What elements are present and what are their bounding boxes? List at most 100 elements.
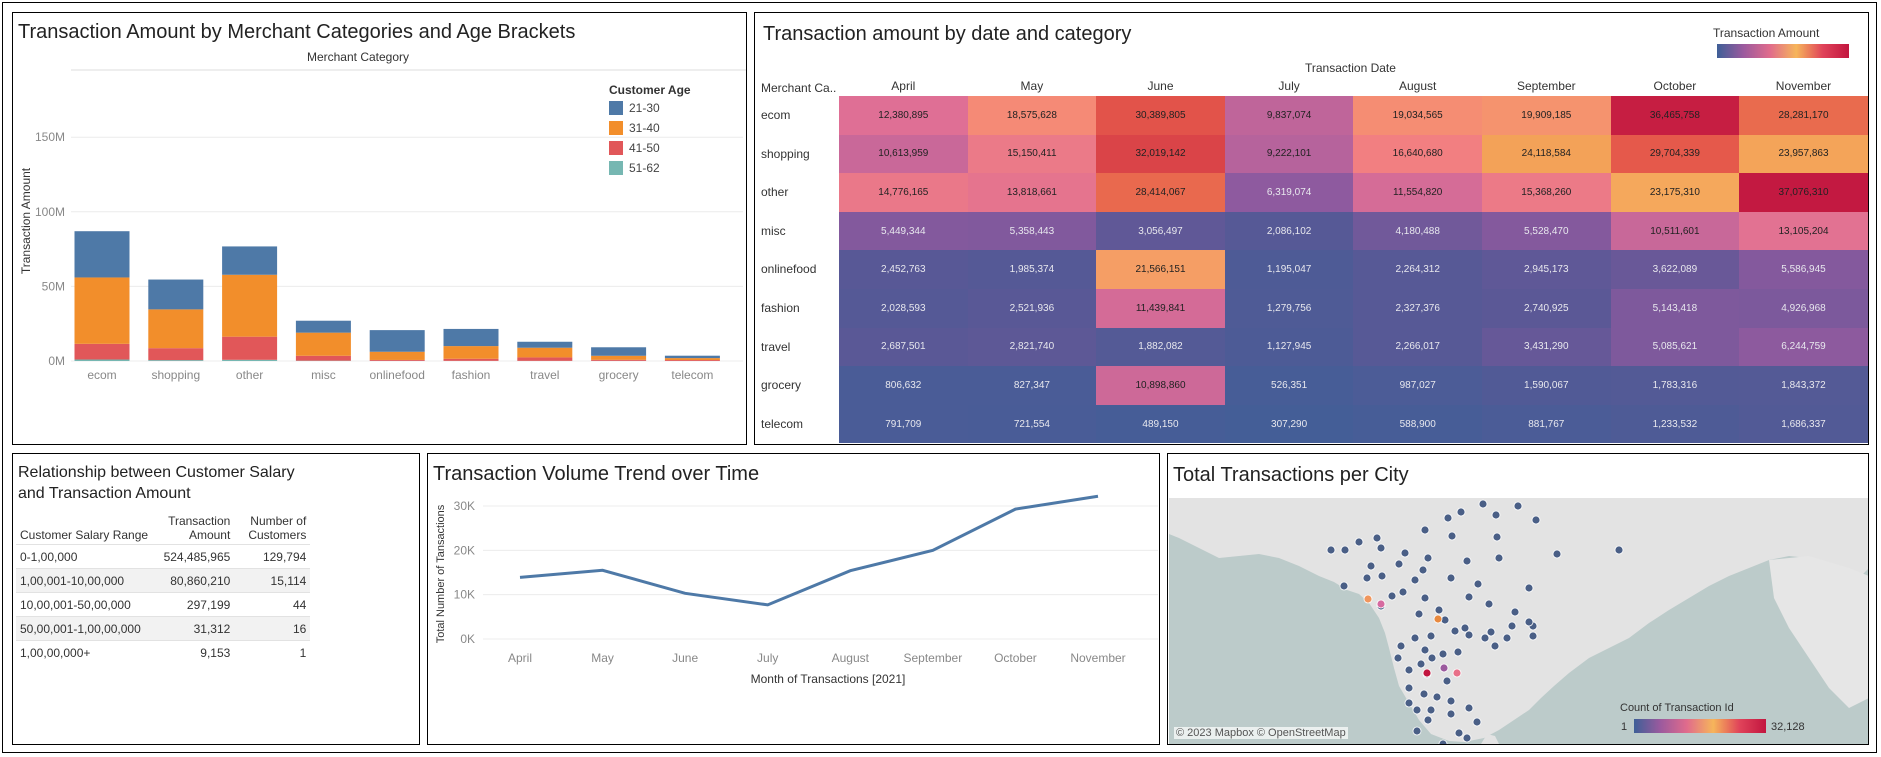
city-marker[interactable]	[1552, 549, 1562, 559]
city-marker[interactable]	[1377, 571, 1387, 581]
heatmap-cell[interactable]: 10,511,601	[1610, 211, 1740, 251]
heatmap-cell[interactable]: 1,783,316	[1610, 366, 1740, 405]
bar-segment-31-40[interactable]	[222, 274, 278, 337]
city-marker[interactable]	[1339, 581, 1349, 591]
city-marker-highlight[interactable]	[1439, 663, 1449, 673]
bar-segment-31-40[interactable]	[664, 358, 720, 361]
heatmap-cell[interactable]: 1,882,082	[1096, 327, 1225, 367]
city-marker[interactable]	[1480, 633, 1490, 643]
city-map[interactable]	[1169, 498, 1869, 744]
city-marker-highlight[interactable]	[1452, 668, 1462, 678]
city-marker-highlight[interactable]	[1422, 668, 1432, 678]
bar-segment-31-40[interactable]	[148, 309, 204, 349]
legend-item-21-30[interactable]: 21-30	[609, 101, 660, 115]
city-marker[interactable]	[1531, 515, 1541, 525]
city-marker[interactable]	[1423, 715, 1433, 725]
city-marker[interactable]	[1400, 548, 1410, 558]
heatmap-cell[interactable]: 1,985,374	[967, 250, 1097, 289]
heatmap-cell[interactable]: 881,767	[1482, 404, 1611, 444]
city-marker[interactable]	[1416, 659, 1426, 669]
table-row[interactable]: 1,00,00,000+ 9,153 1	[16, 640, 311, 664]
heatmap-cell[interactable]: 18,575,628	[967, 96, 1097, 135]
heatmap-cell[interactable]: 2,266,017	[1353, 327, 1482, 367]
heatmap-cell[interactable]: 5,358,443	[967, 211, 1097, 251]
line-point[interactable]	[847, 568, 853, 574]
bar-segment-31-40[interactable]	[591, 355, 647, 360]
city-marker[interactable]	[1376, 543, 1386, 553]
city-marker[interactable]	[1410, 633, 1420, 643]
legend-item-41-50[interactable]: 41-50	[609, 141, 660, 155]
city-marker[interactable]	[1443, 513, 1453, 523]
heatmap-cell[interactable]: 21,566,151	[1096, 250, 1225, 289]
bar-segment-21-30[interactable]	[222, 246, 278, 275]
city-marker-highlight[interactable]	[1376, 599, 1386, 609]
city-marker[interactable]	[1502, 633, 1512, 643]
heatmap-cell[interactable]: 5,449,344	[839, 211, 968, 251]
bar-segment-21-30[interactable]	[591, 347, 647, 356]
city-marker[interactable]	[1426, 705, 1436, 715]
table-row[interactable]: 0-1,00,000 524,485,965 129,794	[16, 544, 311, 569]
city-marker[interactable]	[1372, 533, 1382, 543]
heatmap-cell[interactable]: 5,143,418	[1610, 289, 1740, 328]
heatmap-cell[interactable]: 5,528,470	[1482, 211, 1611, 251]
bar-segment-21-30[interactable]	[295, 320, 351, 333]
city-marker[interactable]	[1446, 696, 1456, 706]
heatmap-cell[interactable]: 11,554,820	[1353, 173, 1482, 212]
heatmap-cell[interactable]: 28,281,170	[1739, 96, 1868, 135]
heatmap-cell[interactable]: 1,590,067	[1482, 366, 1611, 405]
city-marker[interactable]	[1427, 653, 1437, 663]
bar-segment-21-30[interactable]	[517, 341, 573, 348]
bar-segment-51-62[interactable]	[74, 359, 130, 361]
heatmap-cell[interactable]: 1,195,047	[1224, 250, 1354, 289]
city-marker[interactable]	[1420, 645, 1430, 655]
city-marker[interactable]	[1513, 501, 1523, 511]
city-marker[interactable]	[1456, 507, 1466, 517]
city-marker[interactable]	[1491, 510, 1501, 520]
heatmap-cell[interactable]: 3,431,290	[1482, 327, 1611, 367]
heatmap-cell[interactable]: 1,127,945	[1224, 327, 1354, 367]
city-marker[interactable]	[1438, 739, 1448, 744]
bar-segment-31-40[interactable]	[443, 346, 499, 359]
salary-table-panel[interactable]: Relationship between Customer Salary and…	[12, 453, 420, 745]
city-marker[interactable]	[1442, 676, 1452, 686]
line-chart-panel[interactable]: Transaction Volume Trend over Time 0K 10K…	[427, 453, 1160, 745]
line-chart[interactable]: 0K 10K 20K 30K Total Number of Tansactions Ap…	[428, 494, 1159, 744]
heatmap-cell[interactable]: 2,327,376	[1353, 289, 1482, 328]
city-marker[interactable]	[1490, 641, 1500, 651]
city-marker[interactable]	[1524, 583, 1534, 593]
heatmap-cell[interactable]: 1,279,756	[1224, 289, 1354, 328]
heatmap-cell[interactable]: 10,898,860	[1096, 366, 1225, 405]
city-marker[interactable]	[1396, 641, 1406, 651]
map-canvas[interactable]	[1169, 498, 1869, 744]
city-marker[interactable]	[1423, 553, 1433, 563]
heatmap-cell[interactable]: 2,821,740	[967, 327, 1097, 367]
heatmap-cell[interactable]: 1,233,532	[1610, 404, 1740, 444]
bar-segment-41-50[interactable]	[148, 348, 204, 361]
city-marker[interactable]	[1418, 565, 1428, 575]
heatmap-cell[interactable]: 23,957,863	[1739, 134, 1868, 174]
heatmap-cell[interactable]: 1,686,337	[1739, 404, 1868, 444]
city-marker[interactable]	[1340, 545, 1350, 555]
city-marker[interactable]	[1614, 545, 1624, 555]
heatmap-cell[interactable]: 11,439,841	[1096, 289, 1225, 328]
bar-segment-21-30[interactable]	[664, 355, 720, 359]
bar-segment-41-50[interactable]	[74, 343, 130, 360]
city-marker[interactable]	[1394, 559, 1404, 569]
heatmap-cell[interactable]: 6,319,074	[1224, 173, 1354, 212]
city-marker[interactable]	[1404, 665, 1414, 675]
line-point[interactable]	[1012, 506, 1018, 512]
city-marker-highlight[interactable]	[1433, 614, 1443, 624]
bar-segment-41-50[interactable]	[222, 336, 278, 360]
city-marker[interactable]	[1362, 573, 1372, 583]
heatmap-cell[interactable]: 14,776,165	[839, 173, 968, 212]
heatmap-cell[interactable]: 2,687,501	[839, 327, 968, 367]
bar-segment-21-30[interactable]	[148, 279, 204, 310]
heatmap-panel[interactable]: Transaction amount by date and category …	[754, 12, 1869, 445]
city-marker[interactable]	[1438, 649, 1448, 659]
heatmap-cell[interactable]: 9,222,101	[1224, 134, 1354, 174]
trend-line[interactable]	[519, 494, 1099, 607]
heatmap-cell[interactable]: 30,389,805	[1096, 96, 1225, 135]
bar-segment-41-50[interactable]	[295, 355, 351, 361]
bar-segment-31-40[interactable]	[369, 351, 425, 360]
bar-segment-21-30[interactable]	[443, 328, 499, 347]
